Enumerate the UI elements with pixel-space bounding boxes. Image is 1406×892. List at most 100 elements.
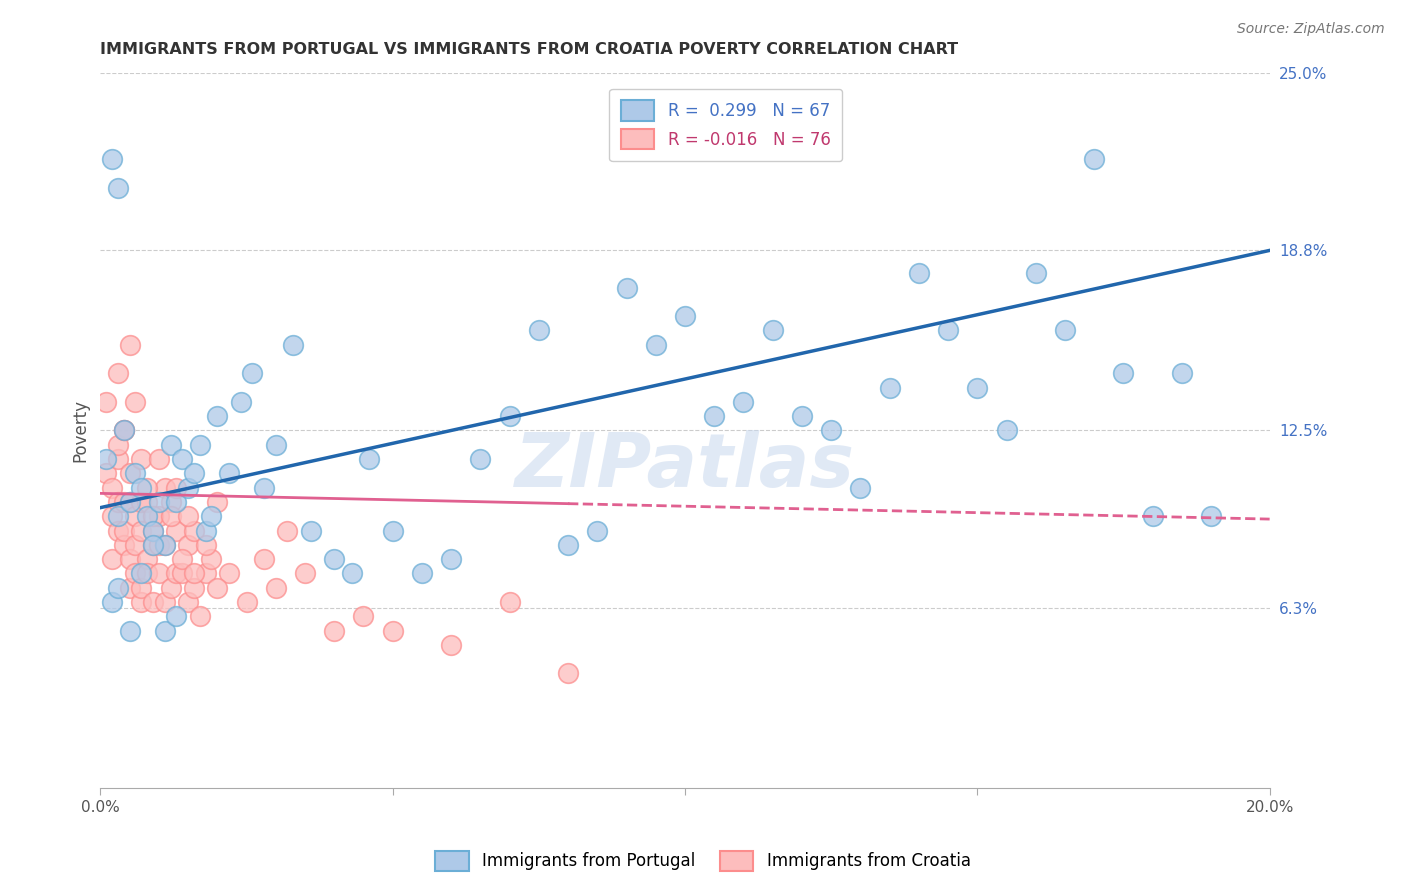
Point [153, 538, 176, 552]
Point [177, 481, 200, 495]
Point [177, 538, 200, 552]
Point [359, 452, 381, 467]
Point [673, 309, 696, 323]
Point [153, 538, 176, 552]
Point [118, 581, 141, 595]
Point [411, 566, 433, 581]
Point [1171, 367, 1194, 381]
Point [129, 481, 152, 495]
Point [142, 595, 165, 609]
Point [235, 595, 257, 609]
Point [148, 452, 170, 467]
Point [936, 323, 959, 337]
Point [207, 581, 229, 595]
Point [1053, 323, 1076, 337]
Point [183, 566, 205, 581]
Point [101, 509, 124, 524]
Point [96, 467, 118, 481]
Point [557, 666, 579, 681]
Point [207, 495, 229, 509]
Point [153, 595, 176, 609]
Point [153, 481, 176, 495]
Point [118, 552, 141, 566]
Point [129, 595, 152, 609]
Point [200, 509, 222, 524]
Y-axis label: Poverty: Poverty [72, 399, 89, 462]
Point [107, 495, 129, 509]
Point [107, 367, 129, 381]
Point [107, 581, 129, 595]
Point [616, 280, 638, 294]
Legend: Immigrants from Portugal, Immigrants from Croatia: Immigrants from Portugal, Immigrants fro… [427, 842, 979, 880]
Point [194, 524, 217, 538]
Point [118, 495, 141, 509]
Point [124, 395, 146, 409]
Point [107, 509, 129, 524]
Point [703, 409, 725, 424]
Point [381, 624, 404, 638]
Point [762, 323, 785, 337]
Point [790, 409, 813, 424]
Point [112, 424, 135, 438]
Point [165, 524, 187, 538]
Point [101, 152, 124, 166]
Point [264, 581, 287, 595]
Point [112, 538, 135, 552]
Point [527, 323, 550, 337]
Point [136, 566, 159, 581]
Point [276, 524, 298, 538]
Point [142, 538, 165, 552]
Point [107, 524, 129, 538]
Point [129, 452, 152, 467]
Point [188, 609, 211, 624]
Point [165, 495, 187, 509]
Point [107, 438, 129, 452]
Point [172, 552, 194, 566]
Point [849, 481, 872, 495]
Point [1112, 367, 1135, 381]
Point [118, 624, 141, 638]
Point [299, 524, 322, 538]
Text: IMMIGRANTS FROM PORTUGAL VS IMMIGRANTS FROM CROATIA POVERTY CORRELATION CHART: IMMIGRANTS FROM PORTUGAL VS IMMIGRANTS F… [100, 42, 959, 57]
Point [557, 538, 579, 552]
Point [183, 524, 205, 538]
Point [381, 524, 404, 538]
Point [142, 524, 165, 538]
Point [112, 424, 135, 438]
Point [352, 609, 374, 624]
Point [498, 409, 520, 424]
Point [323, 552, 346, 566]
Point [1199, 509, 1222, 524]
Point [129, 495, 152, 509]
Point [264, 438, 287, 452]
Point [1142, 509, 1164, 524]
Point [129, 581, 152, 595]
Point [159, 438, 181, 452]
Point [142, 509, 165, 524]
Point [200, 552, 222, 566]
Text: ZIPatlas: ZIPatlas [515, 430, 855, 503]
Point [129, 566, 152, 581]
Point [124, 538, 146, 552]
Point [165, 566, 187, 581]
Point [107, 180, 129, 194]
Point [101, 481, 124, 495]
Point [1083, 152, 1105, 166]
Point [124, 566, 146, 581]
Point [188, 438, 211, 452]
Point [148, 495, 170, 509]
Point [194, 538, 217, 552]
Point [136, 552, 159, 566]
Point [165, 609, 187, 624]
Point [159, 509, 181, 524]
Point [148, 509, 170, 524]
Point [124, 467, 146, 481]
Point [733, 395, 755, 409]
Point [879, 381, 901, 395]
Point [183, 581, 205, 595]
Point [586, 524, 609, 538]
Point [470, 452, 492, 467]
Point [229, 395, 252, 409]
Point [644, 337, 666, 351]
Point [101, 552, 124, 566]
